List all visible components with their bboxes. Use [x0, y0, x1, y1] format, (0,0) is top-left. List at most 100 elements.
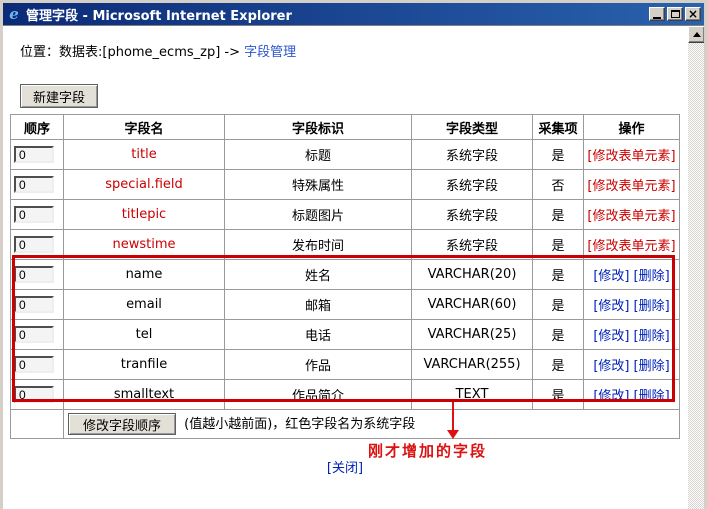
field-type-cell: 系统字段	[411, 199, 533, 230]
footer-empty-cell	[10, 409, 64, 439]
field-label-cell: 作品简介	[224, 379, 412, 410]
field-label-cell: 发布时间	[224, 229, 412, 260]
field-name-cell: email	[63, 289, 225, 320]
breadcrumb-text: 位置：数据表:[phome_ecms_zp] ->	[20, 45, 245, 60]
close-row: [关闭]	[3, 457, 687, 476]
minimize-button[interactable]	[649, 7, 665, 21]
scrollbar-track[interactable]	[688, 43, 704, 509]
field-type-cell: VARCHAR(255)	[411, 349, 533, 380]
order-input[interactable]	[14, 236, 54, 253]
order-input[interactable]	[14, 146, 54, 163]
close-icon: ×	[687, 7, 699, 21]
close-button[interactable]: ×	[685, 7, 701, 21]
column-header: 字段类型	[411, 114, 533, 140]
order-input[interactable]	[14, 206, 54, 223]
modify-link[interactable]: [修改]	[593, 389, 630, 404]
footer-note: (值越小越前面)，红色字段名为系统字段	[184, 416, 416, 432]
order-input[interactable]	[14, 176, 54, 193]
field-name-cell: title	[63, 139, 225, 170]
modify-link[interactable]: [修改]	[593, 269, 630, 284]
scroll-up-button[interactable]	[688, 26, 704, 43]
table-header-row: 顺序 字段名 字段标识 字段类型 采集项 操作	[10, 114, 680, 140]
order-cell	[10, 319, 64, 350]
vertical-scrollbar[interactable]	[687, 26, 704, 509]
field-label-cell: 邮箱	[224, 289, 412, 320]
maximize-button[interactable]	[667, 7, 683, 21]
delete-link[interactable]: [删除]	[633, 389, 670, 404]
ops-cell: [修改表单元素]	[583, 139, 680, 170]
order-input[interactable]	[14, 356, 54, 373]
breadcrumb: 位置：数据表:[phome_ecms_zp] -> 字段管理	[20, 41, 296, 60]
field-type-cell: 系统字段	[411, 169, 533, 200]
ops-cell: [修改] [删除]	[583, 349, 680, 380]
ops-cell: [修改] [删除]	[583, 289, 680, 320]
table-footer-row: 修改字段顺序 (值越小越前面)，红色字段名为系统字段	[10, 409, 680, 439]
field-name-cell: tel	[63, 319, 225, 350]
delete-link[interactable]: [删除]	[633, 299, 670, 314]
field-label-cell: 电话	[224, 319, 412, 350]
modify-link[interactable]: [修改]	[593, 329, 630, 344]
order-input[interactable]	[14, 266, 54, 283]
column-header: 操作	[583, 114, 680, 140]
column-header: 顺序	[10, 114, 64, 140]
ie-icon: e	[9, 5, 19, 23]
annotation-label: 刚才增加的字段	[368, 442, 488, 460]
collect-cell: 是	[532, 139, 584, 170]
field-type-cell: 系统字段	[411, 139, 533, 170]
window-title: 管理字段 - Microsoft Internet Explorer	[26, 8, 292, 24]
field-label-cell: 姓名	[224, 259, 412, 290]
new-field-button[interactable]: 新建字段	[20, 84, 98, 108]
modify-form-element-link[interactable]: [修改表单元素]	[587, 149, 676, 164]
field-type-cell: VARCHAR(25)	[411, 319, 533, 350]
collect-cell: 是	[532, 349, 584, 380]
modify-link[interactable]: [修改]	[593, 299, 630, 314]
order-cell	[10, 259, 64, 290]
modify-link[interactable]: [修改]	[593, 359, 630, 374]
delete-link[interactable]: [删除]	[633, 329, 670, 344]
ops-cell: [修改表单元素]	[583, 199, 680, 230]
order-input[interactable]	[14, 326, 54, 343]
delete-link[interactable]: [删除]	[633, 269, 670, 284]
column-header: 采集项	[532, 114, 584, 140]
ops-cell: [修改] [删除]	[583, 259, 680, 290]
order-input[interactable]	[14, 386, 54, 403]
ops-cell: [修改表单元素]	[583, 229, 680, 260]
field-name-cell: newstime	[63, 229, 225, 260]
column-header: 字段标识	[224, 114, 412, 140]
close-page-link[interactable]: [关闭]	[326, 461, 364, 476]
modify-form-element-link[interactable]: [修改表单元素]	[587, 179, 676, 194]
modify-form-element-link[interactable]: [修改表单元素]	[587, 209, 676, 224]
field-name-cell: name	[63, 259, 225, 290]
order-input[interactable]	[14, 296, 54, 313]
order-cell	[10, 289, 64, 320]
collect-cell: 是	[532, 199, 584, 230]
field-management-link[interactable]: 字段管理	[244, 45, 297, 60]
delete-link[interactable]: [删除]	[633, 359, 670, 374]
field-name-cell: smalltext	[63, 379, 225, 410]
field-type-cell: VARCHAR(20)	[411, 259, 533, 290]
page-content: 位置：数据表:[phome_ecms_zp] -> 字段管理 新建字段 顺序 字段…	[3, 25, 704, 509]
window-controls: ×	[649, 7, 701, 21]
title-bar: e 管理字段 - Microsoft Internet Explorer ×	[3, 3, 704, 25]
collect-cell: 是	[532, 259, 584, 290]
order-cell	[10, 349, 64, 380]
ops-cell: [修改] [删除]	[583, 379, 680, 410]
arrow-up-icon	[692, 32, 701, 37]
reorder-button[interactable]: 修改字段顺序	[68, 413, 176, 436]
ops-cell: [修改表单元素]	[583, 169, 680, 200]
field-type-cell: 系统字段	[411, 229, 533, 260]
field-name-cell: tranfile	[63, 349, 225, 380]
modify-form-element-link[interactable]: [修改表单元素]	[587, 239, 676, 254]
maximize-icon	[670, 10, 680, 18]
collect-cell: 是	[532, 289, 584, 320]
footer-cell: 修改字段顺序 (值越小越前面)，红色字段名为系统字段	[63, 409, 680, 439]
